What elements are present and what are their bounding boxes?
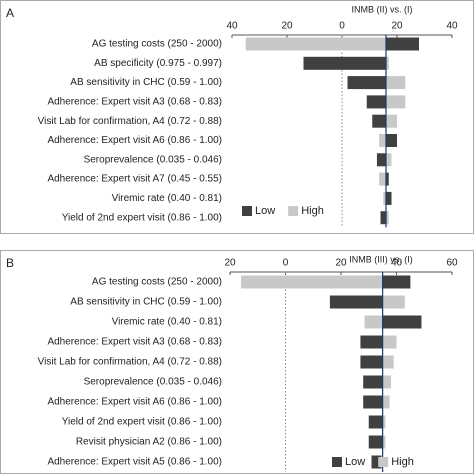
category-label: Viremic rate (0.40 - 0.81) bbox=[112, 317, 222, 328]
category-label: Adherence: Expert visit A5 (0.86 - 1.00) bbox=[47, 457, 222, 468]
bar bbox=[364, 315, 383, 329]
category-label: Seroprevalence (0.035 - 0.046) bbox=[84, 154, 222, 165]
category-label: Adherence: Expert visit A3 (0.68 - 0.83) bbox=[47, 97, 222, 108]
category-label: Adherence: Expert visit A3 (0.68 - 0.83) bbox=[47, 337, 222, 348]
bar bbox=[329, 295, 383, 309]
legend-label: High bbox=[301, 205, 324, 217]
bar bbox=[386, 191, 392, 205]
x-tick-label: 0 bbox=[283, 258, 289, 269]
bar bbox=[366, 95, 386, 109]
category-label: Viremic rate (0.40 - 0.81) bbox=[112, 193, 222, 204]
legend-label: Low bbox=[255, 205, 275, 217]
bar bbox=[382, 395, 390, 409]
bar bbox=[386, 211, 389, 225]
legend-label: High bbox=[391, 456, 414, 468]
bar bbox=[360, 355, 383, 369]
category-label: Adherence: Expert visit A7 (0.45 - 0.55) bbox=[47, 174, 222, 185]
bar bbox=[382, 355, 394, 369]
bar bbox=[245, 37, 386, 51]
bar bbox=[382, 295, 405, 309]
bar bbox=[386, 95, 406, 109]
x-tick-label: 20 bbox=[224, 258, 236, 269]
bar bbox=[368, 415, 383, 429]
category-label: AB sensitivity in CHC (0.59 - 1.00) bbox=[70, 297, 222, 308]
category-label: Seroprevalence (0.035 - 0.046) bbox=[84, 377, 222, 388]
bar bbox=[303, 56, 386, 70]
bar bbox=[386, 153, 392, 167]
legend-swatch bbox=[332, 457, 342, 467]
bar bbox=[379, 134, 386, 147]
x-tick-label: 40 bbox=[226, 21, 238, 32]
category-label: Yield of 2nd expert visit (0.86 - 1.00) bbox=[62, 212, 222, 223]
bar bbox=[386, 37, 419, 51]
bar bbox=[382, 435, 386, 449]
bar bbox=[363, 375, 383, 389]
category-label: AG testing costs (250 - 2000) bbox=[92, 39, 222, 50]
category-label: AB specificity (0.975 - 0.997) bbox=[94, 58, 222, 69]
bar bbox=[386, 114, 397, 128]
legend-swatch bbox=[288, 206, 299, 216]
axis-title: INMB (II) vs. (I) bbox=[352, 4, 413, 14]
bar bbox=[382, 315, 422, 329]
bar bbox=[376, 153, 386, 167]
x-tick-label: 20 bbox=[391, 21, 403, 32]
x-tick-label: 60 bbox=[446, 258, 458, 269]
bar bbox=[360, 335, 383, 349]
legend-label: Low bbox=[345, 456, 365, 468]
bar bbox=[386, 56, 389, 70]
panel-label: B bbox=[6, 256, 14, 270]
x-tick-label: 20 bbox=[335, 258, 347, 269]
category-label: Visit Lab for confirmation, A4 (0.72 - 0… bbox=[38, 116, 222, 127]
bar bbox=[382, 415, 386, 429]
bar bbox=[347, 76, 386, 90]
legend-swatch bbox=[378, 457, 389, 467]
bar bbox=[363, 395, 383, 409]
bar bbox=[382, 375, 391, 389]
panel-label: A bbox=[6, 6, 14, 20]
bar bbox=[386, 134, 397, 147]
bar bbox=[371, 455, 383, 469]
bar bbox=[382, 335, 397, 349]
bar bbox=[380, 211, 386, 225]
bar bbox=[368, 435, 383, 449]
category-label: Adherence: Expert visit A6 (0.86 - 1.00) bbox=[47, 135, 222, 146]
category-label: Revisit physician A2 (0.86 - 1.00) bbox=[76, 437, 222, 448]
bar bbox=[386, 172, 389, 186]
x-tick-label: 40 bbox=[446, 21, 458, 32]
bar bbox=[382, 275, 411, 289]
bar bbox=[379, 172, 386, 186]
bar bbox=[386, 76, 406, 90]
axis-title: INMB (III) vs. (I) bbox=[349, 254, 413, 264]
category-label: Adherence: Expert visit A6 (0.86 - 1.00) bbox=[47, 397, 222, 408]
x-tick-label: 20 bbox=[281, 21, 293, 32]
category-label: Yield of 2nd expert visit (0.86 - 1.00) bbox=[62, 417, 222, 428]
x-tick-label: 40 bbox=[391, 258, 403, 269]
bar bbox=[372, 114, 386, 128]
bar bbox=[241, 275, 383, 289]
category-label: AG testing costs (250 - 2000) bbox=[92, 277, 222, 288]
category-label: AB sensitivity in CHC (0.59 - 1.00) bbox=[70, 77, 222, 88]
legend-swatch bbox=[242, 206, 252, 216]
x-tick-label: 0 bbox=[339, 21, 345, 32]
category-label: Visit Lab for confirmation, A4 (0.72 - 0… bbox=[38, 357, 222, 368]
bar bbox=[383, 191, 386, 205]
